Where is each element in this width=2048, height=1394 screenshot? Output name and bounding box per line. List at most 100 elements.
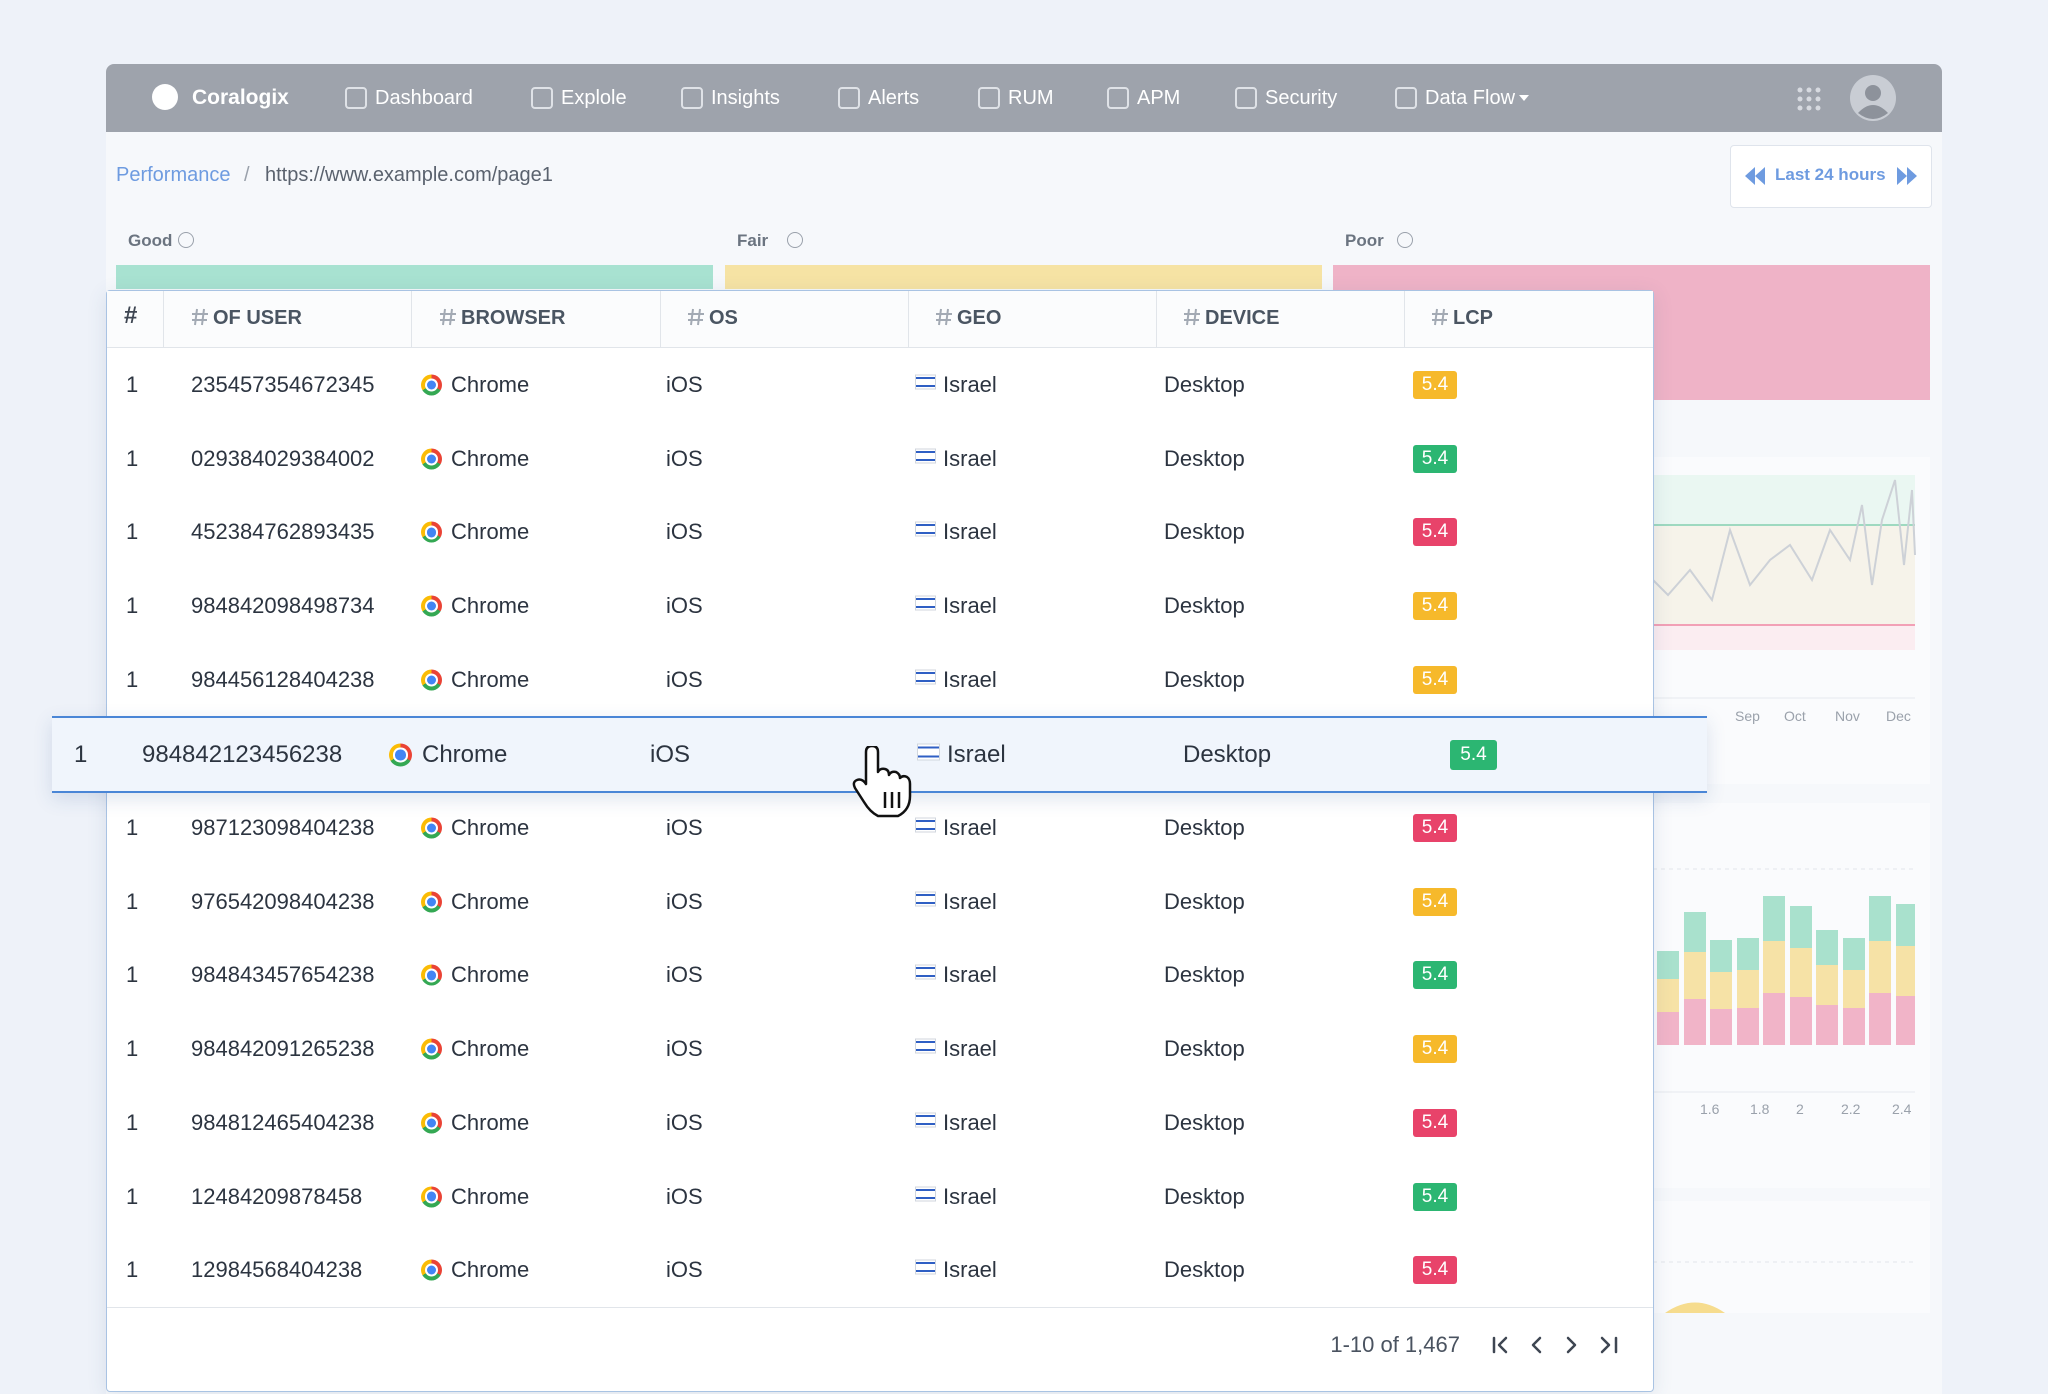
- flag-icon: [915, 964, 936, 980]
- hash-glyph: [936, 308, 952, 326]
- table: [106, 290, 1654, 1392]
- lcp-badge: 5.4: [1413, 1108, 1457, 1137]
- os: iOS: [666, 962, 703, 988]
- pagination-label: 1-10 of 1,467: [1330, 1332, 1460, 1357]
- table-footer-line: [107, 1307, 1653, 1308]
- row-number: 1: [126, 1183, 139, 1209]
- lcp-badge: 5.4: [1413, 665, 1457, 694]
- lcp-badge: 5.4: [1413, 518, 1457, 547]
- column-divider: [411, 291, 412, 347]
- column-divider: [1156, 291, 1157, 347]
- column-header: GEO: [957, 307, 1002, 329]
- device: Desktop: [1164, 519, 1245, 545]
- user-id: 984842123456238: [142, 741, 343, 768]
- threshold-bar: [725, 265, 1322, 289]
- next-page[interactable]: [1566, 1336, 1577, 1354]
- hash-icon: [1183, 308, 1201, 326]
- column-header: OF USER: [213, 307, 302, 329]
- lcp-badge: 5.4: [1413, 1256, 1457, 1285]
- axis-label: 2: [1796, 1101, 1804, 1117]
- user-id: 984842091265238: [191, 1036, 375, 1062]
- geo: Israel: [943, 1036, 997, 1062]
- nav-label: Security: [1265, 87, 1338, 109]
- browser: Chrome: [451, 445, 530, 471]
- device: Desktop: [1164, 815, 1245, 840]
- last-page[interactable]: [1600, 1336, 1618, 1354]
- browser-icon: [421, 669, 442, 691]
- threshold-label: Good: [128, 231, 173, 250]
- os: iOS: [666, 1109, 703, 1135]
- os: iOS: [666, 519, 703, 545]
- row-number: 1: [126, 593, 139, 619]
- panel: [1600, 1201, 1930, 1313]
- next-icon: [1897, 167, 1917, 185]
- nav-item[interactable]: APM: [1107, 86, 1180, 110]
- nav-item[interactable]: Explole: [531, 86, 627, 110]
- column-header: BROWSER: [461, 307, 566, 329]
- nav-item[interactable]: RUM: [978, 86, 1054, 110]
- logo-icon: [152, 84, 178, 110]
- os: iOS: [650, 741, 691, 768]
- os: iOS: [666, 1257, 703, 1283]
- drag-cursor: [852, 746, 912, 818]
- nav-icon: [838, 87, 860, 109]
- browser-icon: [421, 521, 442, 543]
- table-header: [107, 291, 1653, 348]
- dropdown-caret: [1519, 95, 1530, 101]
- nav-item[interactable]: Security: [1235, 86, 1337, 110]
- time-range-button[interactable]: Last 24 hours: [1730, 145, 1932, 208]
- column-divider: [1404, 291, 1405, 347]
- device: Desktop: [1164, 962, 1245, 988]
- browser: Chrome: [451, 1109, 530, 1135]
- geo: Israel: [943, 519, 997, 545]
- axis-label: 2.4: [1892, 1101, 1912, 1117]
- device: Desktop: [1164, 372, 1245, 397]
- navbar: [106, 64, 1942, 132]
- nav-item[interactable]: Data Flow: [1395, 86, 1530, 110]
- first-page[interactable]: [1492, 1336, 1508, 1354]
- hash-glyph: [192, 308, 208, 326]
- geo: Israel: [943, 593, 997, 619]
- row-number: 1: [126, 1109, 139, 1135]
- row-number: 1: [126, 372, 139, 397]
- nav-icon: [345, 87, 367, 109]
- lcp-badge: 5.4: [1413, 592, 1457, 621]
- prev-page[interactable]: [1531, 1336, 1542, 1354]
- avatar[interactable]: [1850, 75, 1896, 121]
- nav-label: APM: [1137, 87, 1181, 109]
- nav-icon: [1395, 87, 1417, 109]
- geo: Israel: [947, 741, 1006, 768]
- browser-icon: [421, 1038, 442, 1060]
- area: [1665, 1302, 1725, 1313]
- nav-item[interactable]: Dashboard: [345, 86, 473, 110]
- axis-label: Nov: [1835, 708, 1860, 724]
- flag-icon: [915, 595, 936, 611]
- device: Desktop: [1164, 1257, 1245, 1283]
- nav-item[interactable]: Insights: [681, 86, 780, 110]
- threshold-bar: [116, 265, 713, 289]
- nav-icon: [978, 87, 1000, 109]
- device: Desktop: [1164, 593, 1245, 619]
- apps-icon[interactable]: [1796, 86, 1822, 112]
- os: iOS: [666, 815, 703, 840]
- row-number: 1: [126, 815, 139, 840]
- band: [1653, 625, 1915, 650]
- column-divider: [908, 291, 909, 347]
- flag-icon: [915, 448, 936, 464]
- nav-label: Insights: [711, 87, 780, 109]
- device: Desktop: [1164, 888, 1245, 914]
- os: iOS: [666, 593, 703, 619]
- column-header: DEVICE: [1205, 307, 1280, 329]
- breadcrumb-link[interactable]: Performance: [116, 164, 231, 186]
- os: iOS: [666, 445, 703, 471]
- geo: Israel: [943, 888, 997, 914]
- nav-item[interactable]: Alerts: [838, 86, 919, 110]
- row-number: 1: [126, 519, 139, 545]
- nav-icon: [1107, 87, 1129, 109]
- axis-label: 1.6: [1700, 1101, 1720, 1117]
- row-number: 1: [126, 962, 139, 988]
- nav-label: Dashboard: [375, 87, 473, 109]
- brand[interactable]: Coralogix: [192, 86, 289, 109]
- flag-icon: [915, 1186, 936, 1201]
